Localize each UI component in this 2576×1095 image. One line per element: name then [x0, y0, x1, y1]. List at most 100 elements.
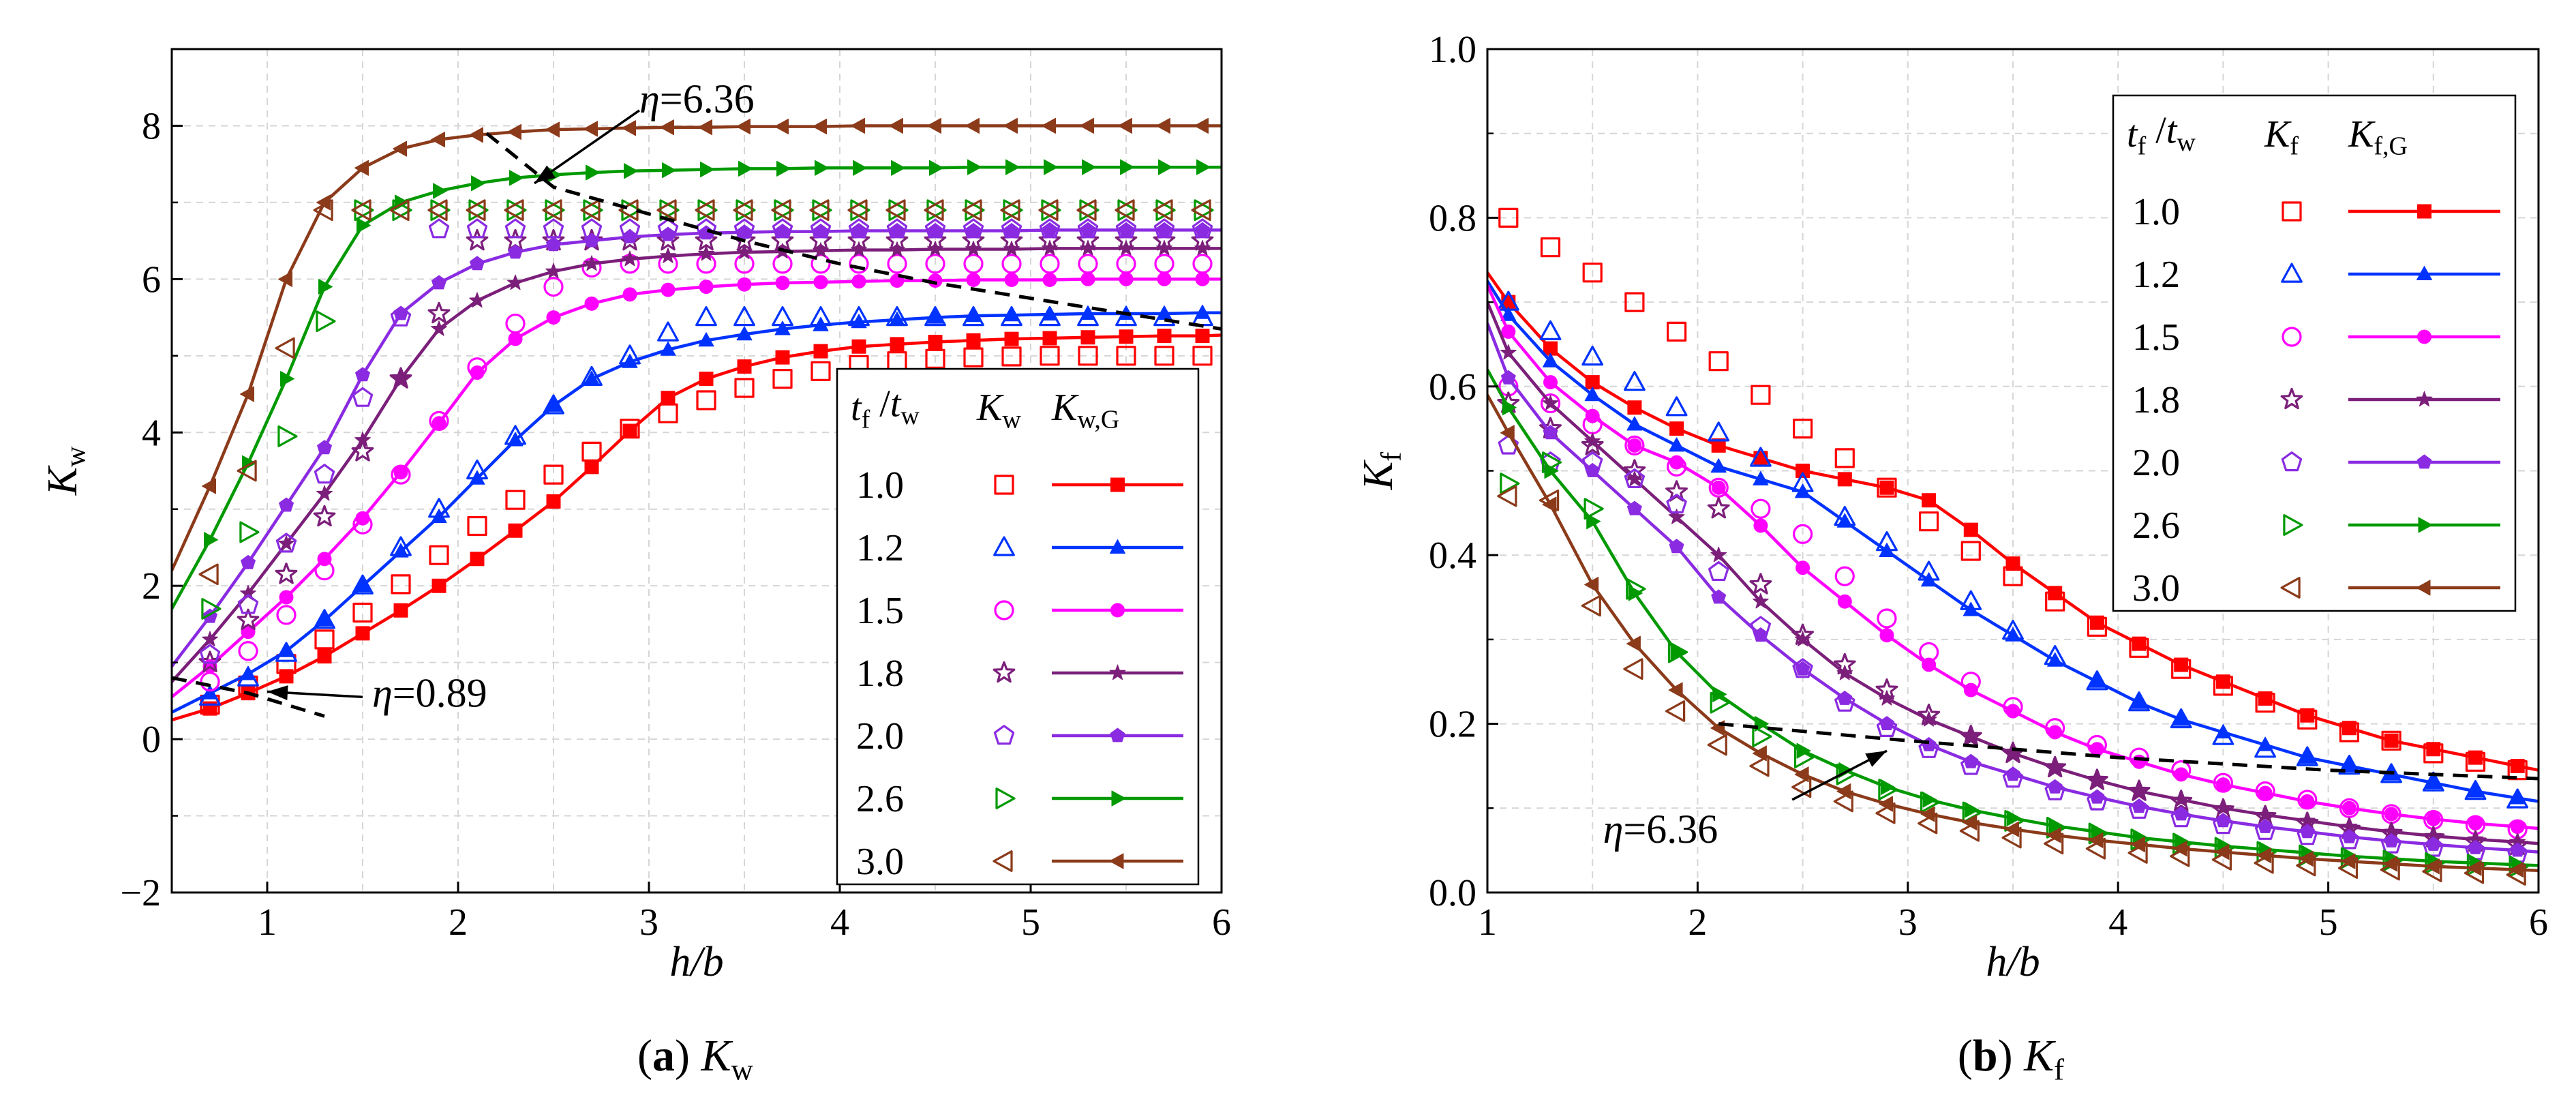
- fit-point-3.0: [431, 132, 445, 148]
- fe-point-2.0: [199, 644, 221, 664]
- fit-point-2.0: [1543, 425, 1558, 440]
- fit-point-1.0: [737, 359, 752, 374]
- fe-point-1.5: [1154, 254, 1175, 274]
- fe-point-1.0: [1877, 477, 1897, 498]
- legend-row-2.0: 2.0: [856, 715, 1183, 758]
- caption-sub: f: [2054, 1052, 2064, 1086]
- fe-point-3.0: [1153, 199, 1173, 222]
- ratio-sub1: f: [2138, 132, 2147, 160]
- fit-point-1.0: [1837, 472, 1852, 487]
- eta-symbol: η: [372, 671, 393, 716]
- fit-point-2.0: [699, 225, 714, 240]
- y-tick-label: 1.0: [1429, 29, 1476, 71]
- fit-point-3.0: [698, 119, 712, 136]
- fe-point-1.8: [656, 228, 680, 251]
- fe-point-1.0: [2087, 616, 2107, 637]
- ratio-slash: /: [2146, 110, 2166, 152]
- fe-point-1.0: [2465, 751, 2486, 772]
- fit-point-1.2: [1626, 416, 1643, 431]
- fe-point-2.6: [1003, 199, 1023, 222]
- arrow-head: [267, 685, 288, 701]
- fit-point-1.5: [1543, 375, 1558, 390]
- fit-point-1.0: [2089, 615, 2104, 630]
- fe-point-1.2: [1115, 306, 1137, 327]
- fit-point-1.0: [1042, 331, 1057, 346]
- legend-ratio-value: 1.0: [856, 464, 904, 507]
- fit-point-2.6: [929, 160, 943, 176]
- legend-fit-marker: [2416, 454, 2432, 469]
- fit-point-1.5: [1119, 271, 1134, 286]
- eta-value: =6.36: [1623, 807, 1718, 852]
- fit-point-3.0: [813, 119, 827, 135]
- fit-point-1.2: [2299, 749, 2316, 764]
- fe-point-1.8: [1153, 228, 1176, 251]
- fe-point-1.5: [849, 254, 869, 274]
- fit-point-1.8: [202, 631, 218, 647]
- x-tick-label: 3: [1898, 901, 1918, 944]
- fe-point-2.6: [468, 199, 489, 222]
- legend-row-1.8: 1.8: [2132, 379, 2500, 421]
- fit-point-1.5: [622, 287, 637, 302]
- fe-point-1.2: [1708, 421, 1730, 442]
- fit-point-1.2: [393, 543, 409, 558]
- fe-point-1.2: [2086, 670, 2108, 691]
- fit-point-1.0: [1627, 400, 1642, 415]
- legend-header-fe: Kw: [976, 387, 1021, 434]
- fe-point-1.8: [809, 228, 832, 251]
- fit-point-3.0: [1042, 118, 1056, 134]
- fit-point-1.0: [851, 339, 866, 354]
- fe-point-1.2: [314, 609, 335, 629]
- fe-point-2.0: [2087, 790, 2108, 811]
- fit-point-2.6: [1196, 159, 1211, 175]
- fe-point-1.0: [696, 390, 716, 410]
- fe-point-2.6: [277, 425, 298, 447]
- fe-point-1.8: [1623, 459, 1646, 481]
- fit-point-2.6: [357, 217, 371, 234]
- legend-ratio-value: 3.0: [856, 841, 904, 883]
- plot-area: [172, 118, 1222, 722]
- fe-point-1.5: [1877, 608, 1897, 629]
- fit-point-1.5: [699, 280, 714, 295]
- fe-point-1.0: [1116, 346, 1136, 366]
- fe-point-1.5: [810, 254, 831, 274]
- fit-point-1.0: [2384, 733, 2399, 748]
- fit-point-1.0: [584, 460, 599, 475]
- fe-point-1.2: [657, 321, 679, 342]
- fe-point-2.0: [2423, 837, 2444, 857]
- fit-point-2.6: [1120, 159, 1134, 175]
- fe-point-1.8: [1581, 434, 1604, 455]
- fe-point-1.0: [810, 361, 831, 381]
- fe-point-3.0: [1581, 595, 1601, 617]
- fe-point-2.6: [392, 199, 412, 222]
- fe-point-3.0: [2127, 842, 2148, 864]
- fe-point-3.0: [351, 199, 372, 222]
- fe-point-1.2: [1750, 447, 1772, 467]
- fe-point-3.0: [2506, 864, 2526, 886]
- legend-fit-marker: [2417, 329, 2431, 344]
- fe-point-1.8: [466, 228, 489, 251]
- legend-header-fe-sub: w: [1002, 405, 1021, 434]
- fe-point-2.0: [886, 218, 908, 239]
- fit-point-3.0: [736, 119, 751, 135]
- fe-point-3.0: [1918, 812, 1938, 835]
- legend-row-1.0: 1.0: [856, 464, 1183, 507]
- fit-point-1.0: [2468, 750, 2483, 765]
- fit-point-1.8: [507, 274, 524, 290]
- fit-point-1.0: [1119, 329, 1134, 344]
- fe-point-2.0: [390, 306, 412, 327]
- fe-point-3.0: [1191, 199, 1211, 222]
- fe-point-3.0: [733, 199, 753, 222]
- y-tick-label: 0.6: [1429, 366, 1476, 408]
- arrow-head: [534, 165, 556, 183]
- fe-point-1.5: [963, 254, 984, 274]
- legend-header-fe-base: K: [976, 387, 1004, 429]
- fe-point-2.0: [504, 218, 526, 239]
- fit-point-1.2: [316, 612, 333, 627]
- fe-point-1.0: [620, 419, 640, 439]
- fe-point-3.0: [2464, 862, 2485, 884]
- fit-point-1.8: [660, 247, 676, 263]
- fe-point-1.0: [2381, 730, 2401, 751]
- legend-fe-marker: [992, 850, 1013, 872]
- fit-point-1.5: [546, 310, 561, 325]
- fe-point-1.5: [2045, 718, 2065, 738]
